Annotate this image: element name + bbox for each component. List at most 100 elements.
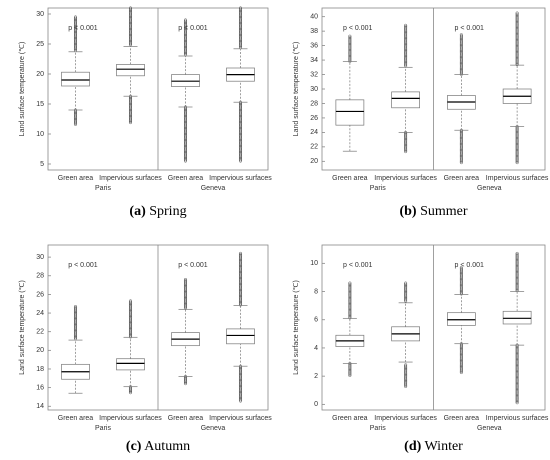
x-tick-label: Green area — [332, 415, 368, 422]
outliers — [239, 6, 243, 50]
y-tick-label: 10 — [310, 260, 318, 267]
y-tick-label: 38 — [310, 28, 318, 35]
annotation: p < 0.001 — [178, 25, 207, 32]
caption-label: (c) — [126, 439, 142, 454]
outliers — [129, 6, 133, 47]
caption: (b) Summer — [399, 204, 467, 219]
x-tick-label: Green area — [332, 175, 368, 182]
y-tick-label: 30 — [310, 86, 318, 93]
caption-label: (a) — [129, 204, 146, 219]
x-tick-label: Impervious surfaces — [209, 175, 272, 182]
x-tick-label: Green area — [168, 415, 204, 422]
y-tick-label: 28 — [310, 100, 318, 107]
group-label: Geneva — [477, 185, 502, 192]
annotation: p < 0.001 — [455, 25, 484, 32]
outliers — [404, 23, 408, 68]
y-tick-label: 4 — [314, 345, 318, 352]
caption-text: Summer — [420, 204, 468, 219]
y-tick-label: 18 — [36, 366, 44, 373]
y-tick-label: 8 — [314, 288, 318, 295]
box — [116, 64, 145, 77]
outliers — [348, 281, 352, 320]
group-label: Paris — [95, 185, 111, 192]
outliers — [459, 342, 463, 374]
outliers — [184, 278, 188, 310]
x-tick-label: Green area — [168, 175, 204, 182]
outliers — [515, 11, 519, 67]
outliers — [74, 15, 78, 53]
outliers — [404, 130, 408, 154]
y-axis-label: Land surface temperature (℃) — [19, 280, 26, 375]
x-tick-label: Green area — [444, 175, 480, 182]
y-tick-label: 25 — [36, 41, 44, 48]
caption-text: Autumn — [144, 439, 190, 454]
box — [335, 99, 365, 126]
group-label: Geneva — [201, 185, 226, 192]
annotation: p < 0.001 — [343, 262, 372, 269]
group-label: Paris — [370, 425, 386, 432]
outliers — [184, 105, 188, 163]
x-tick-label: Green area — [444, 415, 480, 422]
y-tick-label: 22 — [310, 144, 318, 151]
y-tick-label: 30 — [36, 11, 44, 18]
caption: (c) Autumn — [126, 439, 190, 454]
x-tick-label: Impervious surfaces — [209, 415, 272, 422]
annotation: p < 0.001 — [343, 25, 372, 32]
y-tick-label: 26 — [36, 291, 44, 298]
x-tick-label: Impervious surfaces — [486, 415, 549, 422]
x-tick-label: Impervious surfaces — [486, 175, 549, 182]
y-tick-label: 36 — [310, 42, 318, 49]
outliers — [459, 128, 463, 165]
outliers — [129, 94, 133, 125]
caption: (d) Winter — [404, 439, 463, 454]
box — [226, 328, 255, 345]
y-tick-label: 14 — [36, 403, 44, 410]
box — [116, 358, 145, 371]
outliers — [74, 108, 78, 126]
y-tick-label: 22 — [36, 329, 44, 336]
outliers — [239, 364, 243, 403]
y-tick-label: 24 — [36, 310, 44, 317]
y-tick-label: 26 — [310, 115, 318, 122]
box — [391, 91, 420, 109]
y-tick-label: 28 — [36, 273, 44, 280]
y-tick-label: 20 — [36, 347, 44, 354]
caption-text: Spring — [149, 204, 186, 219]
outliers — [404, 363, 408, 388]
caption-label: (d) — [404, 439, 421, 454]
y-tick-label: 2 — [314, 373, 318, 380]
box — [61, 71, 90, 87]
y-tick-label: 24 — [310, 129, 318, 136]
group-label: Paris — [370, 185, 386, 192]
outliers — [515, 252, 519, 293]
outliers — [515, 343, 519, 405]
y-tick-label: 15 — [36, 101, 44, 108]
y-tick-label: 0 — [314, 401, 318, 408]
y-axis-label: Land surface temperature (℃) — [293, 42, 300, 137]
annotation: p < 0.001 — [455, 262, 484, 269]
group-label: Geneva — [477, 425, 502, 432]
annotation: p < 0.001 — [68, 25, 97, 32]
outliers — [239, 251, 243, 307]
outliers — [404, 281, 408, 303]
y-tick-label: 10 — [36, 131, 44, 138]
y-tick-label: 32 — [310, 71, 318, 78]
annotation: p < 0.001 — [68, 262, 97, 269]
group-label: Paris — [95, 425, 111, 432]
x-tick-label: Green area — [58, 415, 94, 422]
outliers — [184, 18, 188, 57]
outliers — [459, 266, 463, 296]
y-axis-label: Land surface temperature (℃) — [19, 42, 26, 137]
x-tick-label: Green area — [58, 175, 94, 182]
y-tick-label: 20 — [36, 71, 44, 78]
outliers — [74, 305, 78, 341]
caption: (a) Spring — [129, 204, 186, 219]
outliers — [348, 34, 352, 63]
outliers — [129, 299, 133, 339]
outliers — [239, 100, 243, 163]
y-axis-label: Land surface temperature (℃) — [293, 280, 300, 375]
caption-label: (b) — [399, 204, 416, 219]
y-tick-label: 40 — [310, 14, 318, 21]
y-tick-label: 34 — [310, 57, 318, 64]
